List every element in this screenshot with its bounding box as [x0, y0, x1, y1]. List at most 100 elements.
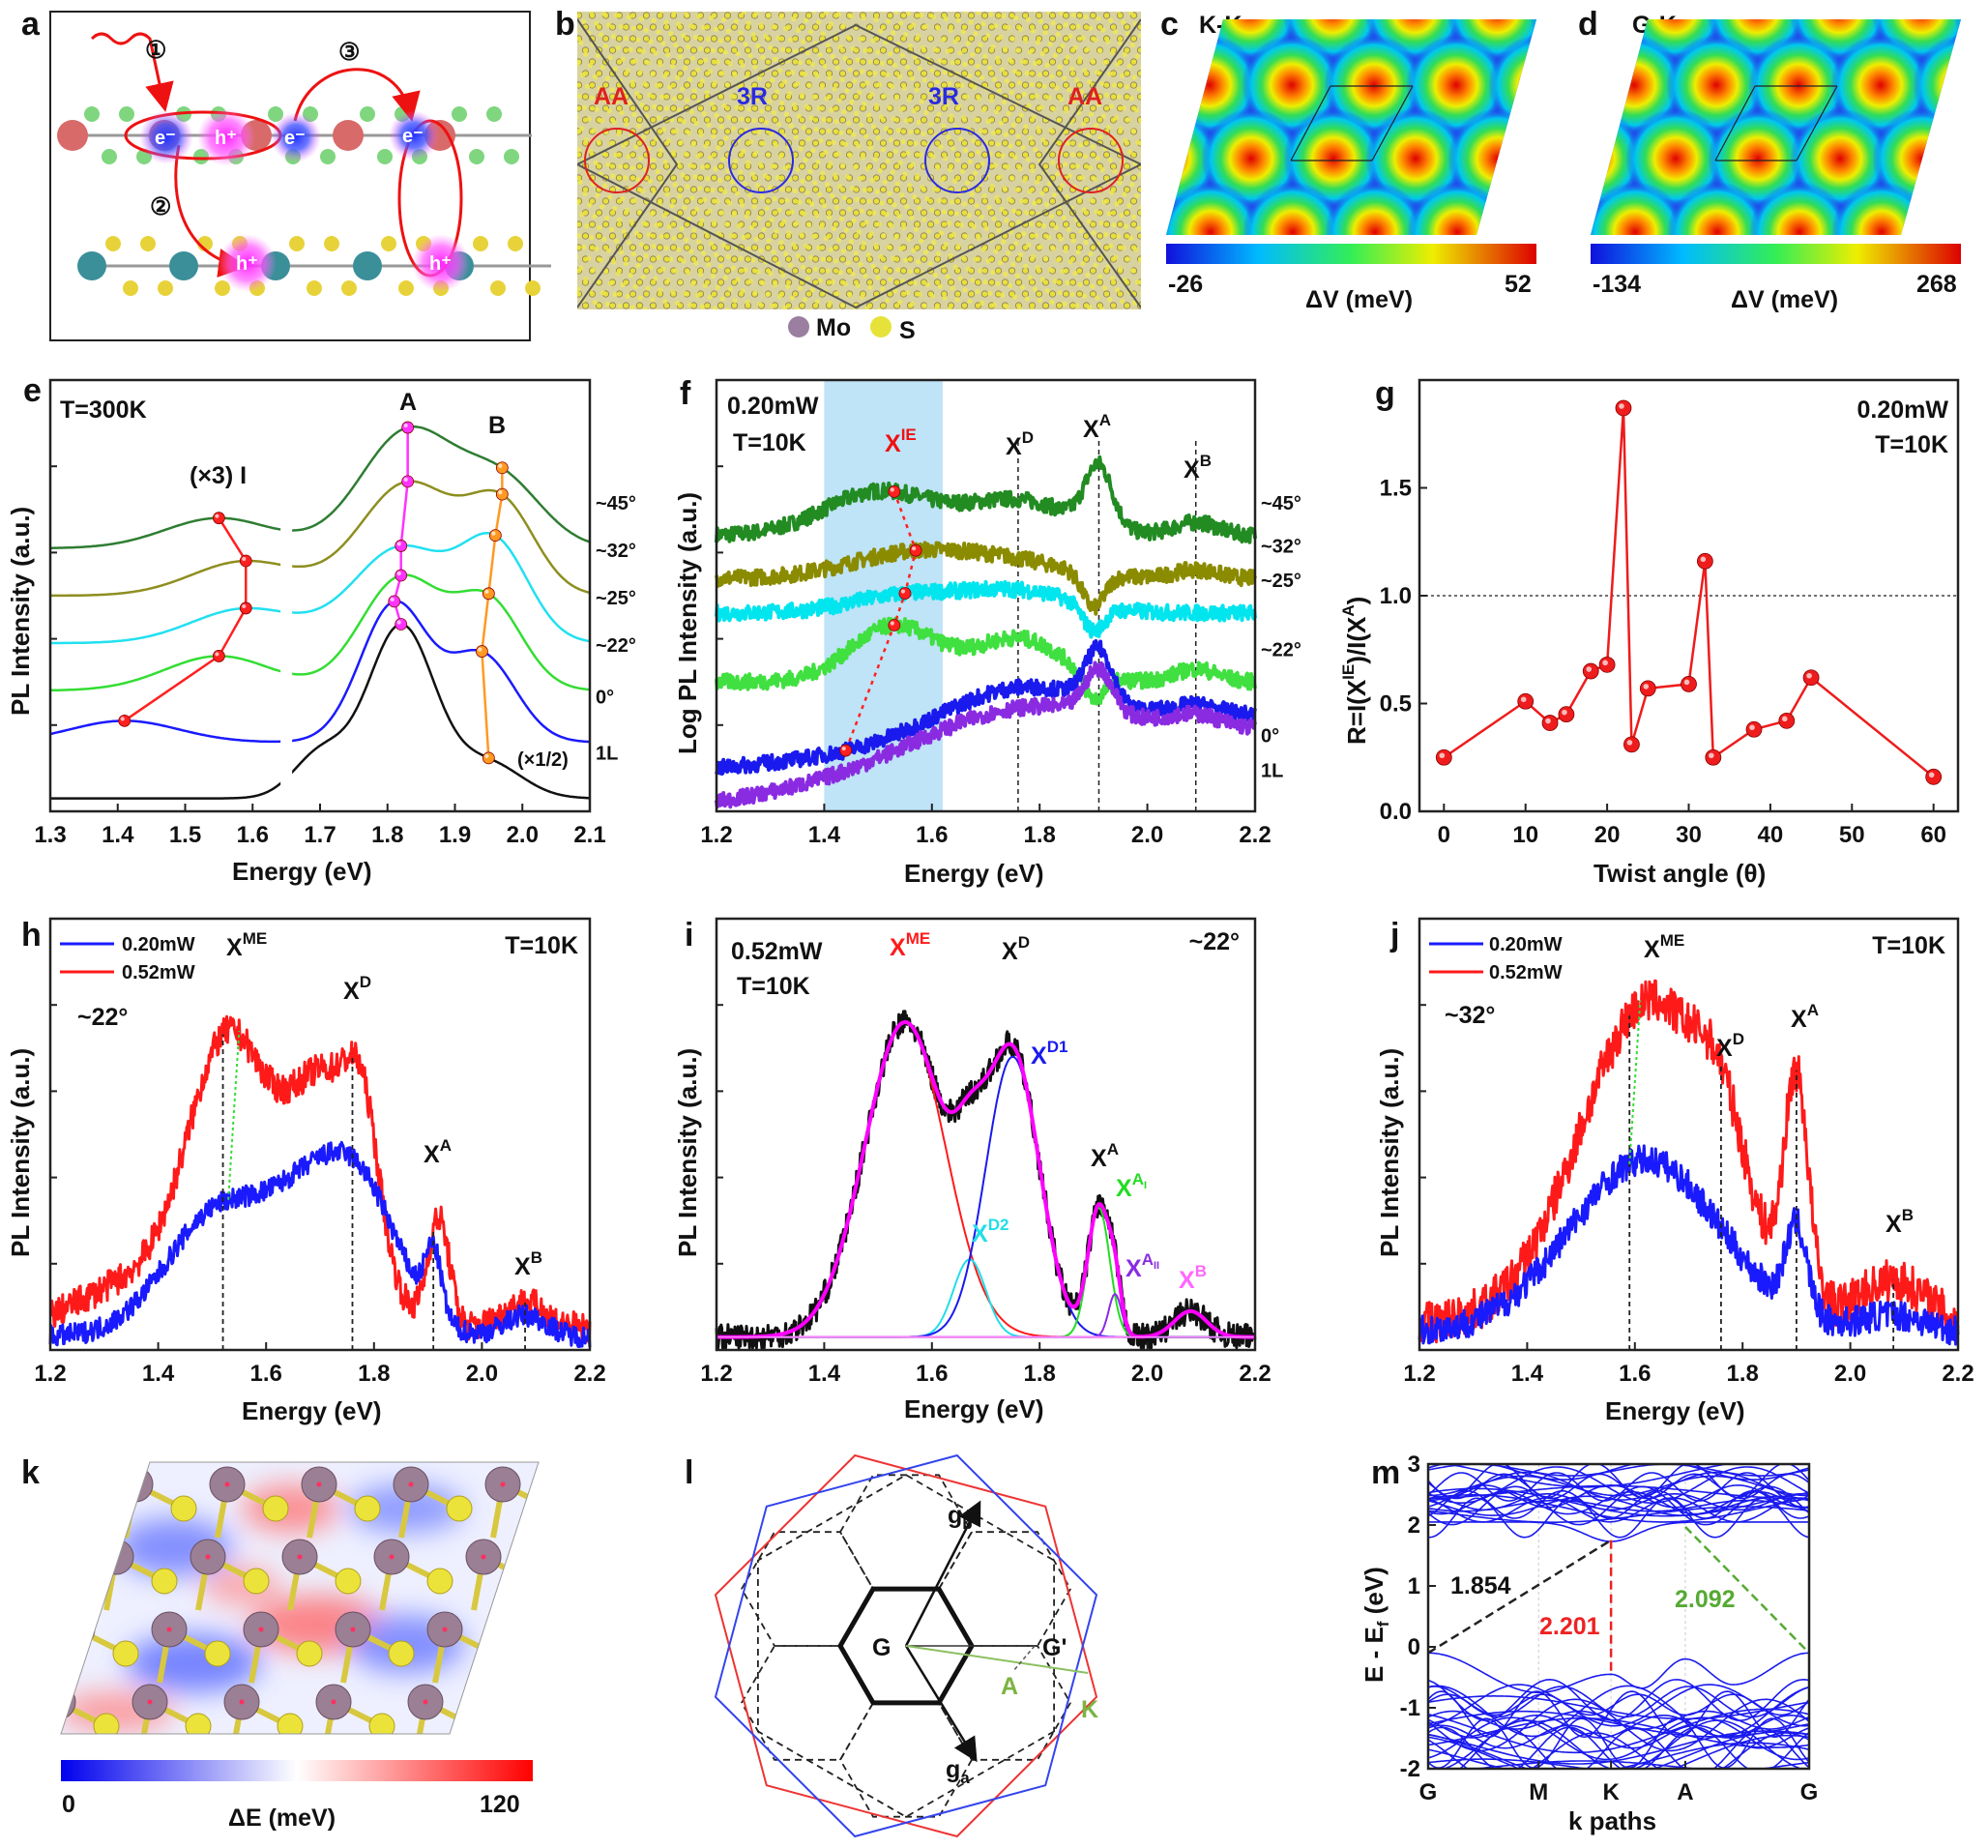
- conduction-band: [1428, 1464, 1809, 1481]
- s-atom: [243, 1568, 270, 1595]
- s-atom: [158, 280, 173, 296]
- data-point-highlight: [396, 571, 401, 576]
- moire-brillouin-zone: [837, 1586, 975, 1706]
- data-point-highlight: [396, 542, 401, 546]
- y-tick-label: 2: [1408, 1512, 1420, 1539]
- x-tick-label: 1.6: [237, 822, 269, 848]
- x-tick-label: A: [1677, 1779, 1693, 1805]
- se-atom: [320, 149, 336, 164]
- atom-center: [331, 1699, 336, 1705]
- atom-center: [442, 1627, 448, 1632]
- s-atom: [538, 1495, 539, 1522]
- valence-band: [1428, 1684, 1809, 1727]
- x-tick-label: 2.0: [1834, 1361, 1866, 1387]
- x-tick-label: 1.4: [808, 822, 841, 848]
- x-tick-label: 1.2: [700, 1361, 732, 1387]
- x-tick-label: 0: [1438, 822, 1450, 848]
- hole-label: h⁺: [236, 253, 258, 275]
- colorbar-max: 52: [1505, 271, 1532, 298]
- s-atom: [140, 236, 156, 251]
- data-point: [1582, 662, 1599, 680]
- potential-spot: [1749, 182, 1850, 235]
- x-tick-label: 2.2: [1239, 822, 1271, 848]
- panel-letter-i: i: [685, 917, 693, 953]
- potential-spot: [1447, 19, 1536, 62]
- data-point: [1541, 715, 1559, 731]
- legend-s: S: [899, 317, 916, 344]
- se-atom: [504, 149, 519, 164]
- s-atom: [335, 1568, 362, 1595]
- s-atom: [277, 1713, 304, 1734]
- potential-spot: [1625, 108, 1726, 209]
- hole-label: h⁺: [429, 253, 452, 275]
- data-point-highlight: [1562, 709, 1567, 716]
- g-k-line: [905, 1645, 1089, 1674]
- s-atom: [151, 1568, 178, 1595]
- panel-letter-j: j: [1389, 917, 1399, 953]
- temperature-label: T=10K: [1872, 932, 1945, 959]
- peak-marker: [888, 619, 901, 631]
- data-point: [1558, 706, 1575, 723]
- data-point-highlight: [484, 589, 489, 594]
- s-atom: [508, 236, 523, 251]
- conduction-band: [1428, 1497, 1809, 1523]
- atom-center: [56, 1700, 61, 1705]
- peak-label-xd: XD: [1002, 933, 1030, 965]
- data-point-highlight: [498, 490, 503, 495]
- atom-center: [147, 1699, 153, 1705]
- colorbar-min: -26: [1168, 271, 1203, 298]
- peak-marker: [401, 421, 415, 434]
- y-tick-label: 1.5: [1380, 476, 1412, 502]
- peak-marker: [212, 650, 225, 662]
- layer-1-zone: [714, 1453, 1098, 1838]
- data-point: [1517, 692, 1535, 710]
- neighbor-zone: [838, 1474, 974, 1590]
- data-point-highlight: [215, 513, 219, 518]
- data-point-highlight: [215, 652, 219, 657]
- potential-spot: [1200, 19, 1301, 62]
- s-atom: [93, 1713, 120, 1734]
- mo-atom: [98, 1539, 134, 1575]
- peak-marker: [212, 512, 225, 525]
- temperature-label: T=10K: [733, 429, 806, 456]
- y-tick-label: 3: [1408, 1452, 1420, 1478]
- potential-spot: [1624, 19, 1725, 62]
- potential-spot: [1871, 19, 1961, 62]
- conduction-band: [1428, 1494, 1809, 1523]
- colorbar-min: -134: [1593, 271, 1641, 298]
- data-point-highlight: [911, 546, 917, 551]
- layer-2-zone: [714, 1453, 1098, 1838]
- panel-letter-b: b: [555, 6, 575, 43]
- s-atom: [518, 1568, 539, 1595]
- atom-center: [239, 1699, 245, 1705]
- y-tick-label: 0: [1408, 1634, 1420, 1660]
- spectrum-0.20mW: [48, 1140, 592, 1348]
- peak-marker: [388, 595, 401, 608]
- s-atom: [446, 1495, 473, 1522]
- s-atom: [112, 1640, 139, 1667]
- data-point-highlight: [1749, 724, 1755, 731]
- potential-spot: [1365, 108, 1466, 209]
- data-point: [1598, 656, 1616, 673]
- mo-atom: [169, 251, 198, 280]
- y-axis-label: PL Intensity (a.u.): [673, 1048, 702, 1257]
- x-tick-label: 2.2: [1942, 1361, 1973, 1387]
- data-point-highlight: [396, 620, 401, 625]
- peak-label-a: A: [399, 389, 417, 416]
- potential-spot: [1953, 19, 1961, 62]
- valence-band: [1428, 1708, 1809, 1754]
- data-point: [1435, 748, 1452, 766]
- x-tick-label: 2.2: [573, 1361, 605, 1387]
- data-point-highlight: [242, 556, 247, 562]
- x-tick-label: 50: [1839, 822, 1865, 848]
- peak-marker: [239, 554, 252, 568]
- gb-vector: [904, 1500, 981, 1647]
- step-1-label: ①: [145, 37, 166, 64]
- conduction-band: [1428, 1473, 1809, 1500]
- potential-spot: [1283, 108, 1384, 209]
- x-tick-label: 2.0: [1131, 1361, 1163, 1387]
- peak-label-xme: XME: [226, 929, 267, 961]
- step-2-label: ②: [150, 193, 171, 220]
- x-tick-label: 40: [1758, 822, 1784, 848]
- x-tick-label: 1.2: [700, 822, 732, 848]
